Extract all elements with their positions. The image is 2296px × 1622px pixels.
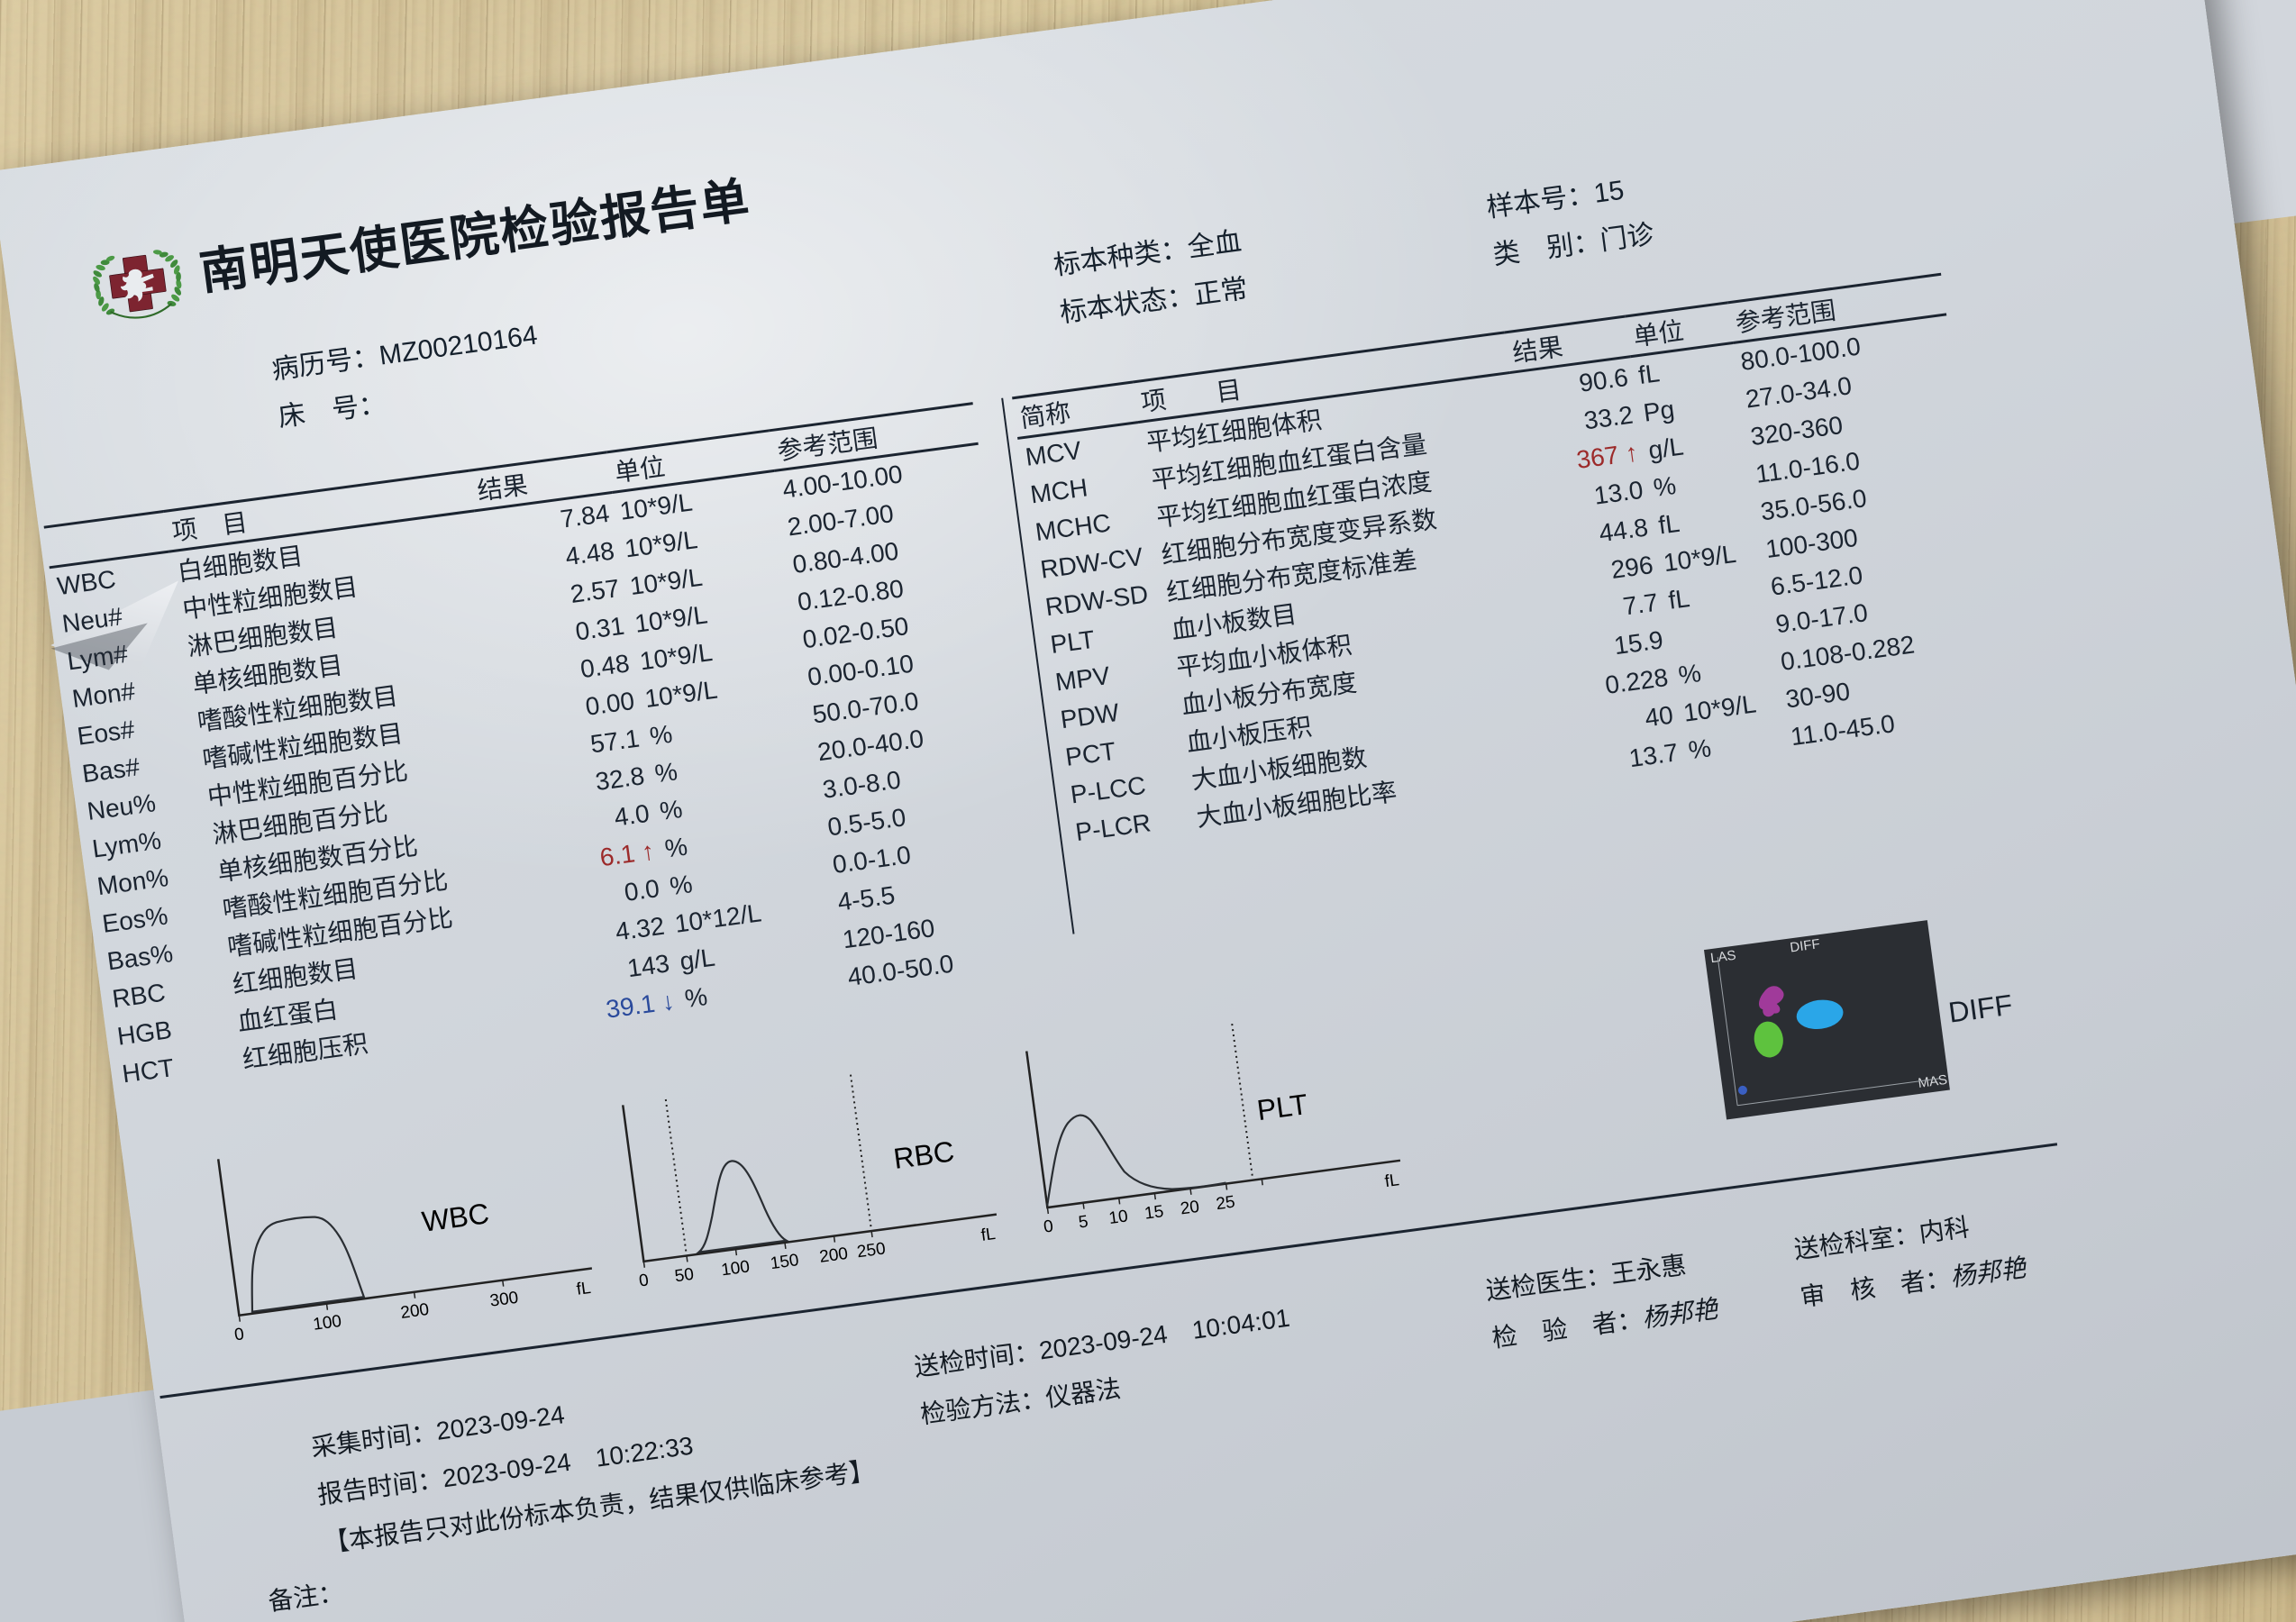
svg-text:0: 0 bbox=[233, 1325, 245, 1344]
svg-text:10: 10 bbox=[1107, 1207, 1129, 1228]
svg-text:200: 200 bbox=[399, 1300, 430, 1323]
svg-text:300: 300 bbox=[488, 1289, 519, 1311]
svg-text:fL: fL bbox=[576, 1279, 592, 1299]
svg-text:200: 200 bbox=[818, 1244, 849, 1267]
svg-text:WBC: WBC bbox=[420, 1197, 491, 1238]
svg-text:PLT: PLT bbox=[1255, 1088, 1310, 1126]
svg-text:250: 250 bbox=[856, 1239, 887, 1262]
svg-text:100: 100 bbox=[312, 1312, 342, 1335]
svg-text:25: 25 bbox=[1215, 1193, 1236, 1215]
svg-text:100: 100 bbox=[720, 1257, 751, 1280]
svg-text:RBC: RBC bbox=[891, 1134, 956, 1175]
svg-text:fL: fL bbox=[980, 1225, 997, 1245]
svg-text:15: 15 bbox=[1143, 1202, 1165, 1224]
svg-text:20: 20 bbox=[1180, 1198, 1201, 1219]
svg-text:0: 0 bbox=[638, 1271, 650, 1290]
svg-text:fL: fL bbox=[1384, 1171, 1400, 1191]
svg-text:150: 150 bbox=[770, 1251, 800, 1273]
svg-text:0: 0 bbox=[1043, 1216, 1054, 1236]
svg-text:5: 5 bbox=[1078, 1212, 1089, 1232]
svg-text:50: 50 bbox=[674, 1265, 696, 1287]
